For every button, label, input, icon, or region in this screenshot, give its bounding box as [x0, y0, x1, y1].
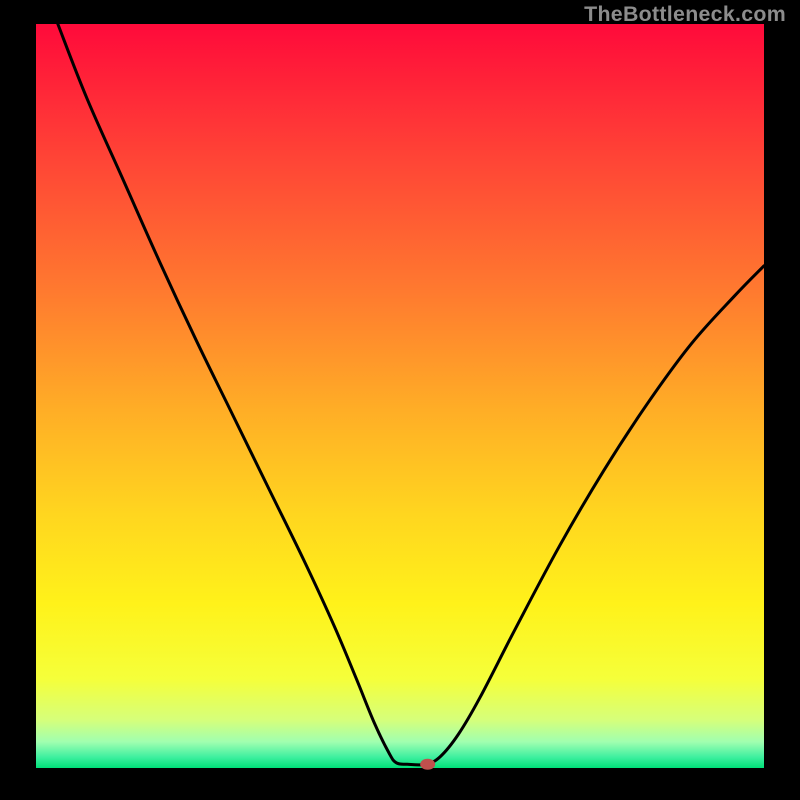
bottleneck-chart	[0, 0, 800, 800]
chart-frame: { "watermark": { "text": "TheBottleneck.…	[0, 0, 800, 800]
plot-background	[36, 24, 764, 768]
watermark-text: TheBottleneck.com	[584, 2, 786, 27]
optimal-point-marker	[420, 759, 435, 770]
